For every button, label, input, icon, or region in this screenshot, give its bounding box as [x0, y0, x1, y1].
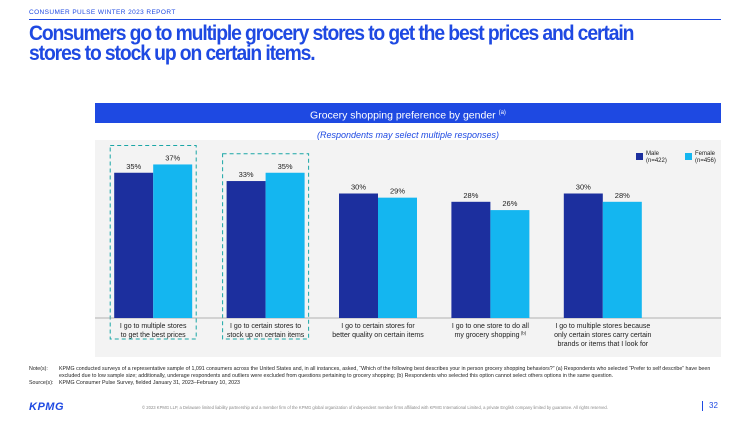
legend-sample-male: (n=422)	[646, 158, 667, 164]
bar-female	[602, 201, 642, 318]
category-label: I go to multiple stores	[120, 323, 187, 330]
notes-section: Note(s): KPMG conducted surveys of a rep…	[29, 366, 729, 387]
data-label: 28%	[615, 191, 630, 200]
bar-male	[451, 201, 491, 318]
source-text: KPMG Consumer Pulse Survey, fielded Janu…	[59, 380, 240, 386]
report-label: CONSUMER PULSE WINTER 2023 REPORT	[29, 9, 176, 16]
bar-male	[563, 193, 603, 318]
source-row: Source(s): KPMG Consumer Pulse Survey, f…	[29, 380, 729, 387]
bar-female	[153, 164, 193, 318]
bar-male	[226, 181, 266, 318]
category-footnote: (b)	[520, 331, 527, 336]
data-label: 29%	[390, 187, 405, 196]
data-label: 35%	[126, 162, 141, 171]
note-key: Note(s):	[29, 366, 48, 372]
data-label: 37%	[165, 153, 180, 162]
header-divider	[29, 19, 721, 20]
legend-label-male: Male	[646, 151, 660, 157]
page-headline: Consumers go to multiple grocery stores …	[29, 22, 634, 65]
bar-female	[490, 210, 530, 318]
data-label: 30%	[576, 183, 591, 192]
data-label: 35%	[278, 162, 293, 171]
kpmg-logo: KPMG	[29, 401, 64, 413]
data-label: 33%	[239, 170, 254, 179]
legend-swatch-male	[636, 153, 643, 160]
data-label: 28%	[463, 191, 478, 200]
bar-male	[339, 193, 378, 318]
category-label: I go to certain stores for	[341, 323, 415, 330]
category-label: stock up on certain items	[227, 332, 305, 339]
category-label: I go to certain stores to	[230, 323, 301, 330]
chart-title-footnote: (a)	[498, 110, 506, 116]
category-label: brands or items that I look for	[557, 341, 648, 348]
chart-title-banner: Grocery shopping preference by gender (a…	[95, 103, 721, 123]
category-label: to get the best prices	[121, 332, 186, 339]
bar-female	[265, 172, 305, 318]
footer-divider	[702, 401, 703, 411]
bar-male	[114, 172, 154, 318]
source-key: Source(s):	[29, 380, 54, 386]
chart-title: Grocery shopping preference by gender	[310, 109, 496, 122]
category-label: I go to multiple stores because	[555, 323, 650, 330]
note-row: Note(s): KPMG conducted surveys of a rep…	[29, 366, 729, 380]
footer-copyright: © 2023 KPMG LLP, a Delaware limited liab…	[142, 405, 608, 410]
highlight-box	[109, 144, 197, 340]
highlight-box	[222, 153, 310, 340]
category-label: only certain stores carry certain	[554, 332, 651, 339]
category-label: my grocery shopping (b)	[455, 331, 527, 340]
note-text: KPMG conducted surveys of a representati…	[59, 366, 711, 379]
bar-female	[378, 197, 417, 318]
data-label: 26%	[502, 199, 517, 208]
legend-label-female: Female	[695, 151, 716, 157]
category-label: better quality on certain items	[332, 332, 424, 339]
category-label: I go to one store to do all	[452, 323, 529, 330]
legend-swatch-female	[685, 153, 692, 160]
bar-chart: 35% 37% I go to multiple stores to get the …	[95, 144, 721, 348]
page-number: 32	[709, 401, 718, 410]
chart-subtitle: (Respondents may select multiple respons…	[316, 130, 500, 140]
data-label: 30%	[351, 183, 366, 192]
legend-sample-female: (n=456)	[695, 158, 716, 164]
